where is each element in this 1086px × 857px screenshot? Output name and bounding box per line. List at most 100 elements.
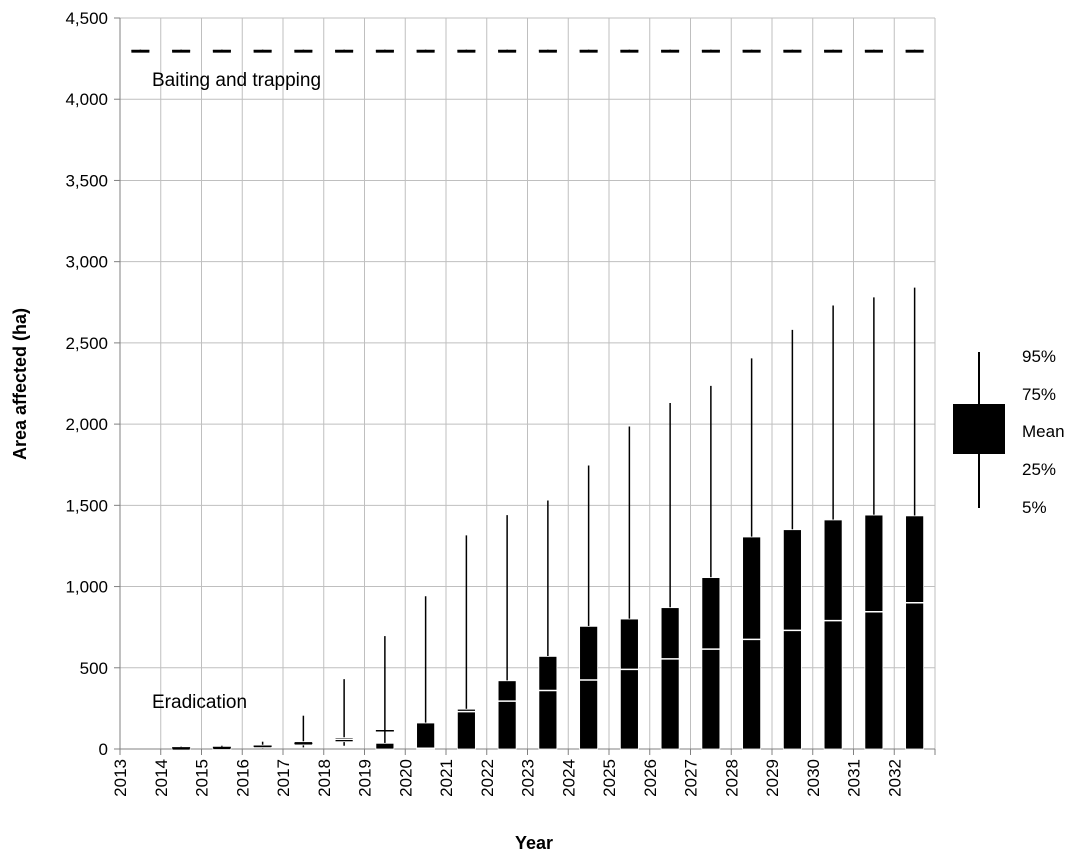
iqr-box-baiting-and-trapping-2031 xyxy=(864,50,883,53)
iqr-box-eradication-2030 xyxy=(823,519,843,750)
iqr-box-eradication-2026 xyxy=(660,607,680,750)
y-axis-title: Area affected (ha) xyxy=(10,308,30,460)
box-eradication-2019 xyxy=(375,636,395,750)
x-tick-label-2022: 2022 xyxy=(478,759,497,797)
iqr-box-baiting-and-trapping-2023 xyxy=(538,50,557,53)
y-tick-label-2: 1,000 xyxy=(65,578,108,597)
box-baiting-and-trapping-2014 xyxy=(172,49,191,53)
y-tick-label-1: 500 xyxy=(80,659,108,678)
box-baiting-and-trapping-2018 xyxy=(335,49,354,53)
annotation-baiting-and-trapping: Baiting and trapping xyxy=(152,70,321,91)
y-tick-label-6: 3,000 xyxy=(65,253,108,272)
box-baiting-and-trapping-2029 xyxy=(783,49,802,53)
y-tick-label-7: 3,500 xyxy=(65,171,108,190)
box-baiting-and-trapping-2030 xyxy=(824,49,843,53)
x-tick-label-2014: 2014 xyxy=(152,759,171,797)
axes xyxy=(114,17,936,755)
box-eradication-2017 xyxy=(293,715,313,748)
box-baiting-and-trapping-2025 xyxy=(620,49,639,53)
legend-label-mean: Mean xyxy=(1022,422,1065,441)
y-tick-label-9: 4,500 xyxy=(65,9,108,28)
gridlines xyxy=(120,17,936,749)
iqr-box-eradication-2031 xyxy=(864,514,884,750)
box-eradication-2029 xyxy=(782,329,802,750)
legend-label-5: 5% xyxy=(1022,498,1047,517)
y-tick-label-4: 2,000 xyxy=(65,415,108,434)
box-baiting-and-trapping-2031 xyxy=(864,49,883,53)
iqr-box-baiting-and-trapping-2029 xyxy=(783,50,802,53)
iqr-box-baiting-and-trapping-2020 xyxy=(416,50,435,53)
box-baiting-and-trapping-2028 xyxy=(742,49,761,53)
iqr-box-eradication-2023 xyxy=(538,656,558,750)
iqr-box-baiting-and-trapping-2025 xyxy=(620,50,639,53)
x-tick-label-2030: 2030 xyxy=(804,759,823,797)
iqr-box-baiting-and-trapping-2027 xyxy=(701,50,720,53)
box-eradication-2028 xyxy=(742,358,762,750)
legend-box xyxy=(953,404,1005,454)
box-eradication-2022 xyxy=(497,515,517,750)
box-eradication-2016 xyxy=(253,741,273,749)
iqr-box-baiting-and-trapping-2021 xyxy=(457,50,476,53)
iqr-box-eradication-2022 xyxy=(497,680,517,750)
box-baiting-and-trapping-2016 xyxy=(253,49,272,53)
x-tick-label-2032: 2032 xyxy=(885,759,904,797)
iqr-box-baiting-and-trapping-2024 xyxy=(579,50,598,53)
box-eradication-2023 xyxy=(538,500,558,750)
box-eradication-2031 xyxy=(864,297,884,750)
x-tick-label-2015: 2015 xyxy=(193,759,212,797)
box-baiting-and-trapping-2020 xyxy=(416,49,435,53)
iqr-box-eradication-2020 xyxy=(416,722,436,750)
iqr-box-baiting-and-trapping-2015 xyxy=(212,50,231,53)
x-tick-label-2031: 2031 xyxy=(845,759,864,797)
y-tick-label-5: 2,500 xyxy=(65,334,108,353)
iqr-box-eradication-2029 xyxy=(782,529,802,750)
box-eradication-2014 xyxy=(171,746,191,751)
box-eradication-2018 xyxy=(334,679,354,746)
iqr-box-eradication-2024 xyxy=(579,625,599,750)
y-tick-label-3: 1,500 xyxy=(65,496,108,515)
iqr-box-eradication-2019 xyxy=(375,742,395,750)
iqr-box-eradication-2027 xyxy=(701,577,721,750)
box-baiting-and-trapping-2022 xyxy=(498,49,517,53)
x-tick-label-2029: 2029 xyxy=(763,759,782,797)
x-tick-label-2025: 2025 xyxy=(600,759,619,797)
iqr-box-baiting-and-trapping-2026 xyxy=(661,50,680,53)
x-tick-label-2016: 2016 xyxy=(233,759,252,797)
iqr-box-baiting-and-trapping-2018 xyxy=(335,50,354,53)
box-eradication-2030 xyxy=(823,305,843,750)
box-eradication-2027 xyxy=(701,385,721,750)
iqr-box-baiting-and-trapping-2013 xyxy=(131,50,150,53)
box-baiting-and-trapping-2026 xyxy=(661,49,680,53)
legend-label-25: 25% xyxy=(1022,460,1056,479)
box-marks xyxy=(131,49,925,751)
iqr-box-baiting-and-trapping-2017 xyxy=(294,50,313,53)
box-baiting-and-trapping-2032 xyxy=(905,49,924,53)
box-eradication-2025 xyxy=(619,426,639,750)
box-baiting-and-trapping-2017 xyxy=(294,49,313,53)
legend-label-95: 95% xyxy=(1022,347,1056,366)
iqr-box-baiting-and-trapping-2014 xyxy=(172,50,191,53)
box-baiting-and-trapping-2015 xyxy=(212,49,231,53)
x-tick-label-2021: 2021 xyxy=(437,759,456,797)
box-baiting-and-trapping-2024 xyxy=(579,49,598,53)
iqr-box-eradication-2032 xyxy=(905,515,925,750)
x-tick-label-2013: 2013 xyxy=(111,759,130,797)
x-axis-tick-labels: 2013 2014 2015 2016 2017 2018 2019 2020 2021 2022… xyxy=(111,759,904,797)
box-eradication-2032 xyxy=(905,287,925,750)
y-tick-label-8: 4,000 xyxy=(65,90,108,109)
iqr-box-eradication-2028 xyxy=(742,536,762,750)
x-axis-title: Year xyxy=(515,833,553,853)
box-baiting-and-trapping-2027 xyxy=(701,49,720,53)
legend: 95% 75% Mean 25% 5% xyxy=(953,347,1065,517)
box-eradication-2026 xyxy=(660,402,680,750)
box-eradication-2024 xyxy=(579,465,599,750)
x-tick-label-2028: 2028 xyxy=(722,759,741,797)
x-tick-label-2026: 2026 xyxy=(641,759,660,797)
box-eradication-2015 xyxy=(212,745,232,750)
y-axis-tick-labels: 0 500 1,000 1,500 2,000 2,500 3,000 3,500 4,000 4… xyxy=(65,9,108,759)
iqr-box-eradication-2025 xyxy=(619,618,639,750)
box-baiting-and-trapping-2023 xyxy=(538,49,557,53)
x-tick-label-2023: 2023 xyxy=(519,759,538,797)
x-tick-label-2024: 2024 xyxy=(559,759,578,797)
